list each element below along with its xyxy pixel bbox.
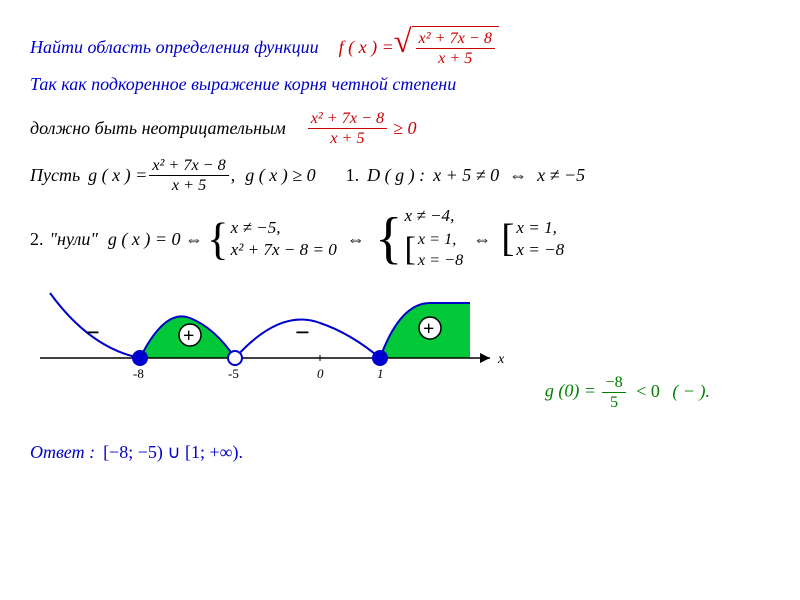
line3-text: должно быть неотрицательным — [30, 118, 286, 139]
line-5: 2. "нули" g ( x ) = 0 ⇔ { x ≠ −5, x² + 7… — [30, 205, 770, 273]
line-3: должно быть неотрицательным x² + 7x − 8 … — [30, 109, 770, 148]
brace-2: { x ≠ −4, [ x = 1, x = −8 — [375, 205, 463, 273]
iff-2: ⇔ — [347, 229, 365, 250]
answer-line: Ответ : [−8; −5) ∪ [1; +∞). — [30, 442, 770, 463]
svg-text:x: x — [497, 352, 505, 367]
svg-text:-5: -5 — [228, 366, 239, 381]
sqrt-expr: √ x² + 7x − 8 x + 5 — [394, 26, 499, 68]
iff-3: ⇔ — [473, 229, 491, 250]
gx-frac: x² + 7x − 8 x + 5 — [149, 156, 228, 195]
svg-text:0: 0 — [317, 366, 324, 381]
cond1: x + 5 ≠ 0 — [433, 165, 499, 186]
gxge: g ( x ) ≥ 0 — [245, 165, 315, 186]
dg: D ( g ) : — [367, 165, 425, 186]
svg-text:1: 1 — [377, 366, 384, 381]
gx0: g ( x ) = 0 ⇔ — [108, 229, 203, 250]
gx-eq: g ( x ) = — [88, 165, 147, 186]
part-1-label: 1. — [346, 165, 360, 186]
svg-text:+: + — [183, 325, 194, 347]
line-2: Так как подкоренное выражение корня четн… — [30, 74, 770, 95]
part-2-label: 2. — [30, 229, 44, 250]
line1-fx: f ( x ) = — [339, 37, 394, 58]
cond2: x ≠ −5 — [537, 165, 585, 186]
g0-frac: −8 5 — [602, 373, 625, 412]
svg-text:+: + — [423, 318, 434, 340]
svg-text:−: − — [85, 318, 100, 347]
pust: Пусть — [30, 165, 80, 186]
nuli: "нули" — [50, 229, 98, 250]
svg-text:-8: -8 — [133, 366, 144, 381]
iff-1: ⇔ — [509, 165, 527, 186]
line-4: Пусть g ( x ) = x² + 7x − 8 x + 5 , g ( … — [30, 156, 770, 195]
brace-3: [ x = 1, x = −8 — [501, 217, 564, 261]
svg-text:−: − — [295, 318, 310, 347]
answer-label: Ответ : — [30, 442, 95, 463]
line2-text: Так как подкоренное выражение корня четн… — [30, 74, 456, 95]
brace-1: { x ≠ −5, x² + 7x − 8 = 0 — [207, 217, 337, 261]
line3-frac: x² + 7x − 8 x + 5 — [308, 109, 387, 148]
answer-interval: [−8; −5) ∪ [1; +∞). — [103, 442, 243, 463]
line3-ge: ≥ 0 — [393, 118, 416, 139]
line1-text: Найти область определения функции — [30, 37, 319, 58]
line-1: Найти область определения функции f ( x … — [30, 26, 770, 68]
